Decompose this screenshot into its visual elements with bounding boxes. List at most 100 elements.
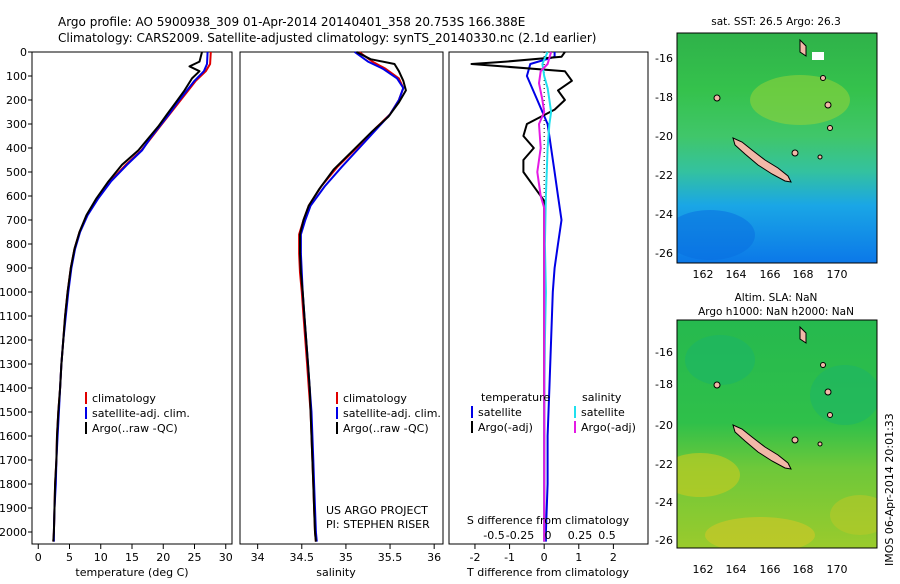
sst-cool-patch: [677, 210, 755, 260]
y-tick-label: 1000: [0, 286, 27, 299]
legend-header-temperature: temperature: [481, 391, 550, 404]
salinity-series: [298, 51, 407, 542]
lon-tick-label: 168: [793, 268, 814, 281]
y-tick-label: 500: [6, 166, 27, 179]
t-difference-xlabel: T difference from climatology: [466, 566, 629, 579]
y-tick-label: 600: [6, 190, 27, 203]
lat-tick-label: -18: [655, 91, 673, 104]
sst-lon-ticks: 162 164 166 168 170: [693, 268, 848, 281]
y-tick-label: 2000: [0, 526, 27, 539]
y-tick-label: 100: [6, 70, 27, 83]
lat-tick-label: -22: [655, 458, 673, 471]
lon-tick-label: 166: [760, 563, 781, 576]
loyalty-island: [817, 154, 823, 160]
legend-label-satellite-adj: satellite-adj. clim.: [92, 407, 190, 420]
s-difference-ticklabels: -0.5 -0.25 0 0.25 0.5: [483, 529, 615, 542]
y-tick-label: 1400: [0, 382, 27, 395]
lon-tick-label: 162: [693, 268, 714, 281]
x-tick-label: 0: [541, 551, 548, 564]
pi-annotation: PI: STEPHEN RISER: [326, 518, 430, 531]
difference-series: [470, 51, 573, 542]
y-tick-label: 300: [6, 118, 27, 131]
x-tick-label: 15: [125, 551, 139, 564]
legend-label-sal-argo: Argo(-adj): [581, 421, 636, 434]
y-tick-label: 400: [6, 142, 27, 155]
sla-lon-ticks: 162 164 166 168 170: [693, 563, 848, 576]
x-tick-label: 2: [610, 551, 617, 564]
vanuatu-island: [827, 412, 833, 418]
y-tick-label: 1300: [0, 358, 27, 371]
vanuatu-island: [799, 38, 807, 57]
salinity-axis: 34 34.5 35 35.5 36: [251, 544, 441, 564]
lon-tick-label: 170: [827, 563, 848, 576]
lat-tick-label: -24: [655, 496, 673, 509]
temperature-legend: climatology satellite-adj. clim. Argo(..…: [85, 392, 190, 435]
x-tick-label: 35.5: [378, 551, 403, 564]
lat-tick-label: -18: [655, 378, 673, 391]
header-line-2: Climatology: CARS2009. Satellite-adjuste…: [58, 31, 596, 45]
x-tick-label: 25: [188, 551, 202, 564]
vanuatu-island: [824, 101, 832, 109]
s-tick-label: 0.25: [568, 529, 593, 542]
project-annotation: US ARGO PROJECT: [326, 504, 428, 517]
temperature-xlabel: temperature (deg C): [75, 566, 188, 579]
lat-tick-label: -26: [655, 247, 673, 260]
series-line-salinity-argo-adj: [536, 51, 553, 542]
sla-patch: [705, 517, 815, 548]
y-tick-label: 1700: [0, 454, 27, 467]
sla-patch: [677, 453, 740, 497]
x-tick-label: 1: [575, 551, 582, 564]
lat-tick-label: -26: [655, 534, 673, 547]
lat-tick-label: -16: [655, 52, 673, 65]
x-tick-label: 5: [66, 551, 73, 564]
lon-tick-label: 166: [760, 268, 781, 281]
s-tick-label: -0.5: [483, 529, 504, 542]
new-caledonia-island: [732, 424, 792, 470]
series-line-argo-raw-qc: [299, 51, 407, 542]
x-tick-label: 34.5: [290, 551, 315, 564]
t-difference-axis: -2 -1 0 1 2: [469, 544, 617, 564]
sla-patch: [830, 495, 877, 535]
loyalty-island: [713, 381, 721, 389]
x-tick-label: 36: [427, 551, 441, 564]
lat-tick-label: -20: [655, 419, 673, 432]
y-tick-label: 800: [6, 238, 27, 251]
sla-map-title-1: Altim. SLA: NaN: [735, 292, 818, 304]
depth-axis: 0 100 200 300 400 500 600 700 800 900 1000 1100 1200…: [0, 46, 32, 539]
y-tick-label: 700: [6, 214, 27, 227]
legend-header-salinity: salinity: [582, 391, 622, 404]
temperature-series: [52, 51, 212, 542]
sla-map-frame: [676, 319, 878, 549]
series-line-argo-raw-qc: [52, 51, 203, 542]
temperature-panel-frame: [31, 51, 233, 545]
vanuatu-island: [820, 362, 826, 368]
y-tick-label: 1500: [0, 406, 27, 419]
header-line-1: Argo profile: AO 5900938_309 01-Apr-2014…: [58, 15, 525, 29]
vanuatu-island: [827, 125, 833, 131]
salinity-legend: climatology satellite-adj. clim. Argo(..…: [336, 392, 441, 435]
sst-lat-ticks: -16 -18 -20 -22 -24 -26: [655, 52, 673, 260]
lon-tick-label: 164: [726, 268, 747, 281]
s-tick-label: 0.5: [598, 529, 616, 542]
loyalty-island: [817, 441, 823, 447]
s-difference-label: S difference from climatology: [467, 514, 630, 527]
lat-tick-label: -20: [655, 130, 673, 143]
legend-label-argo: Argo(..raw -QC): [343, 422, 429, 435]
loyalty-island: [713, 94, 721, 102]
legend-label-climatology: climatology: [343, 392, 407, 405]
y-tick-label: 1600: [0, 430, 27, 443]
y-tick-label: 1200: [0, 334, 27, 347]
x-tick-label: 20: [156, 551, 170, 564]
vanuatu-island: [820, 75, 826, 81]
salinity-panel: 34 34.5 35 35.5 36 salinity climatology sate…: [239, 51, 444, 579]
loyalty-island: [791, 436, 799, 444]
legend-label-satellite-adj: satellite-adj. clim.: [343, 407, 441, 420]
temperature-axis: 0 5 10 15 20 25 30: [35, 544, 233, 564]
lon-tick-label: 164: [726, 563, 747, 576]
s-tick-label: -0.25: [506, 529, 534, 542]
vanuatu-island: [824, 388, 832, 396]
new-caledonia-island: [732, 137, 792, 183]
sla-map-title-2: Argo h1000: NaN h2000: NaN: [698, 306, 854, 318]
